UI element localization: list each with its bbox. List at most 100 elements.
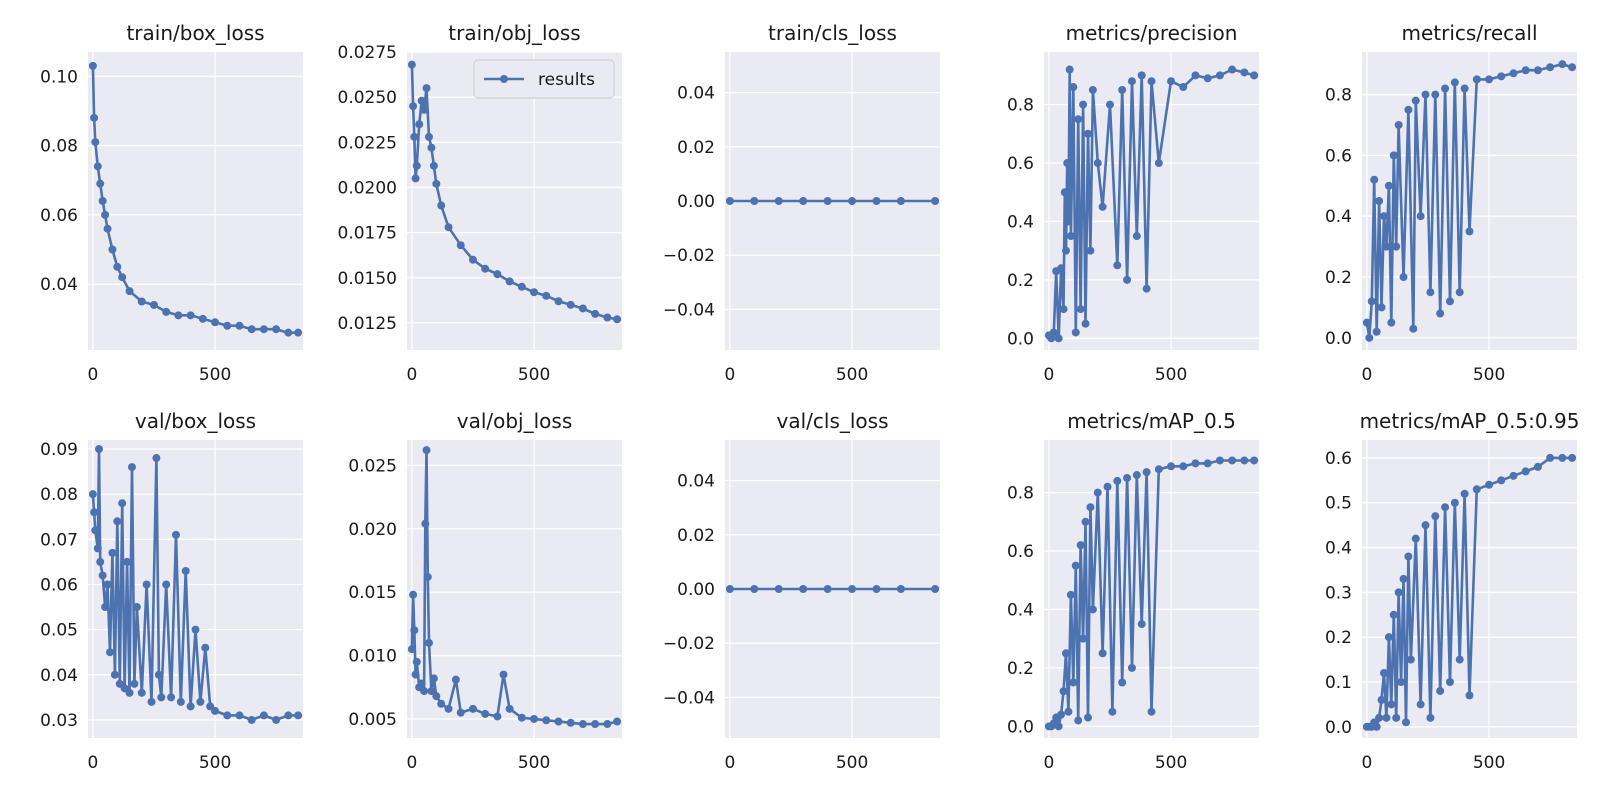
data-point: [88, 61, 97, 70]
data-point: [1071, 328, 1080, 337]
data-point: [1118, 678, 1127, 687]
data-point: [1079, 100, 1088, 109]
data-point: [1081, 517, 1090, 526]
y-tick-label: 0.005: [348, 710, 397, 730]
data-point: [1105, 100, 1114, 109]
y-tick-label: 0.015: [348, 583, 397, 603]
data-point: [223, 711, 232, 720]
data-point: [1127, 663, 1136, 672]
x-tick-label: 0: [87, 753, 98, 773]
data-point: [1137, 620, 1146, 629]
data-point: [493, 712, 502, 721]
data-point: [422, 446, 431, 455]
y-tick-label: 0.010: [348, 647, 397, 667]
data-point: [1065, 65, 1074, 74]
data-point: [1074, 115, 1083, 124]
data-point: [1203, 74, 1212, 83]
data-point: [103, 580, 112, 589]
data-point: [1061, 649, 1070, 658]
data-point: [578, 720, 587, 729]
y-tick-label: 0.07: [40, 530, 78, 550]
data-point: [1546, 63, 1555, 72]
data-point: [613, 717, 622, 726]
data-point: [1472, 485, 1481, 494]
data-point: [823, 197, 832, 205]
data-point: [1076, 305, 1085, 314]
data-point: [1568, 63, 1577, 72]
data-point: [1147, 707, 1156, 716]
data-point: [1384, 633, 1393, 642]
data-point: [127, 463, 136, 472]
y-tick-label: 0.0: [1325, 329, 1352, 349]
data-point: [1394, 588, 1403, 597]
data-point: [554, 297, 563, 306]
data-point: [223, 321, 232, 330]
data-point: [1071, 561, 1080, 570]
data-point: [493, 270, 502, 279]
data-point: [823, 585, 832, 593]
data-point: [481, 709, 490, 718]
data-point: [90, 508, 99, 517]
y-tick-label: 0.0275: [338, 43, 397, 63]
data-point: [1069, 678, 1078, 687]
y-tick-label: 0.08: [40, 137, 78, 157]
data-point: [1203, 459, 1212, 468]
y-tick-label: 0.8: [1325, 86, 1352, 106]
data-point: [1521, 467, 1530, 476]
data-point: [294, 328, 303, 337]
data-point: [1389, 610, 1398, 619]
data-point: [1066, 232, 1075, 241]
data-point: [1179, 83, 1188, 92]
data-point: [554, 717, 563, 726]
y-tick-label: 0.04: [40, 275, 78, 295]
data-point: [1154, 465, 1163, 474]
y-tick-label: 0.04: [677, 84, 715, 104]
data-point: [1049, 328, 1058, 337]
data-point: [1079, 634, 1088, 643]
panel-title: val/cls_loss: [777, 409, 889, 433]
data-point: [411, 670, 420, 679]
data-point: [93, 544, 102, 553]
data-point: [417, 96, 426, 105]
data-point: [110, 670, 119, 679]
data-point: [247, 325, 256, 334]
data-point: [542, 291, 551, 300]
data-point: [284, 711, 293, 720]
y-tick-label: 0.2: [1325, 628, 1352, 648]
data-point: [799, 197, 808, 205]
data-point: [423, 572, 432, 581]
data-point: [101, 603, 110, 612]
y-tick-label: 0.00: [677, 192, 715, 212]
data-point: [530, 288, 539, 297]
data-point: [1379, 669, 1388, 678]
y-tick-label: 0.0: [1325, 718, 1352, 738]
data-point: [1063, 159, 1072, 168]
data-point: [725, 197, 734, 205]
x-tick-label: 0: [1361, 753, 1372, 773]
legend-label: results: [538, 70, 595, 90]
y-tick-label: 0.0150: [338, 269, 397, 289]
y-tick-label: 0.03: [40, 711, 78, 731]
data-point: [1066, 590, 1075, 599]
data-point: [154, 670, 163, 679]
panel-train-box-loss: train/box_loss 0.04 0.06 0.08 0.10 0 500: [40, 21, 303, 385]
data-point: [437, 201, 446, 210]
data-point: [1054, 334, 1063, 343]
x-tick-label: 500: [1155, 753, 1187, 773]
data-point: [105, 648, 114, 657]
data-point: [1450, 78, 1459, 87]
data-point: [412, 161, 421, 170]
data-point: [603, 313, 612, 322]
data-point: [247, 715, 256, 724]
data-point: [505, 704, 514, 713]
series-line-results: [1366, 456, 1573, 729]
y-tick-label: 0.6: [1325, 449, 1352, 469]
panel-title: val/box_loss: [135, 409, 256, 433]
data-point: [1088, 85, 1097, 94]
data-point: [412, 657, 421, 666]
y-tick-label: −0.02: [663, 246, 715, 266]
data-point: [725, 585, 734, 593]
y-tick-label: 0.2: [1007, 659, 1034, 679]
data-point: [1370, 175, 1379, 184]
data-point: [1123, 275, 1132, 284]
